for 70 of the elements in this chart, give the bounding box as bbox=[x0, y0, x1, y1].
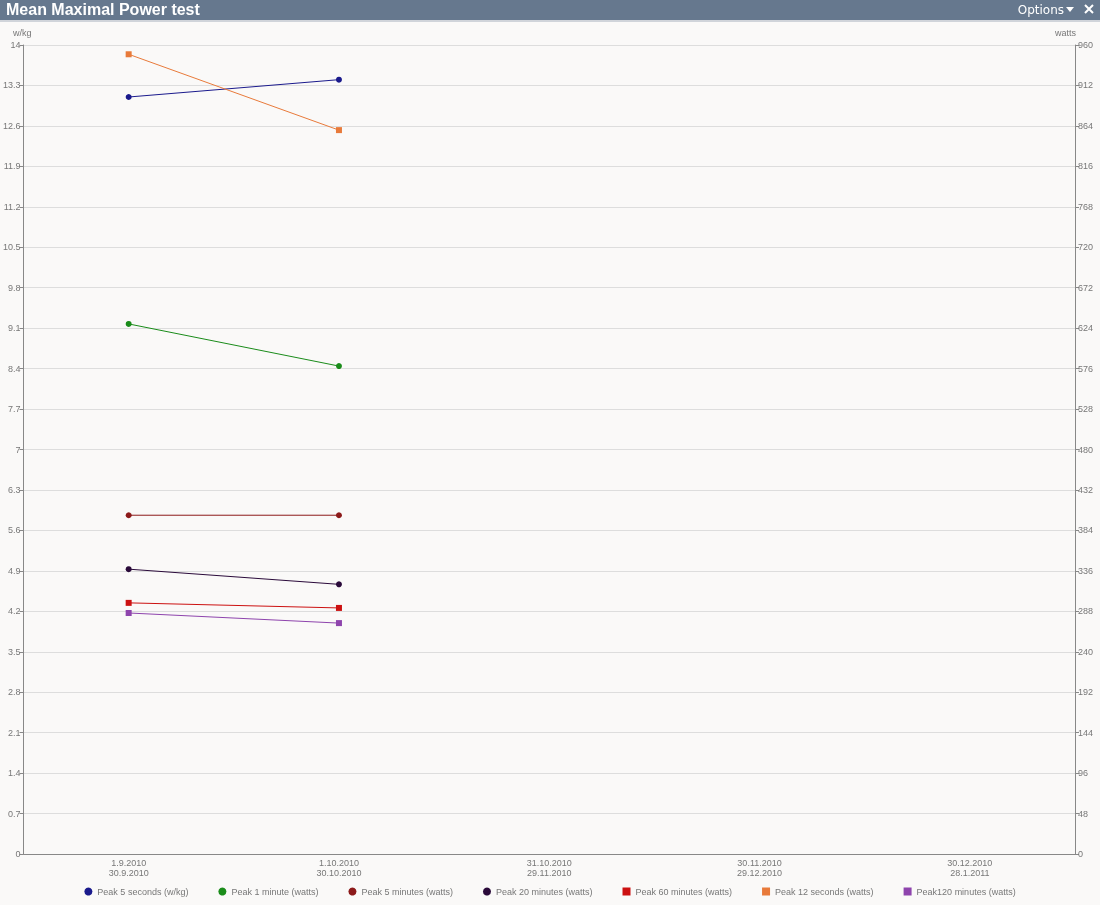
point bbox=[335, 512, 342, 519]
x-tick-label: 30.12.2010 28.1.2011 bbox=[947, 858, 993, 878]
y2-tick-label: 336 bbox=[1078, 565, 1094, 576]
y-tick-label: 1.4 bbox=[8, 768, 21, 779]
text: Options bbox=[1017, 2, 1064, 19]
y2-tick-label: 768 bbox=[1078, 201, 1094, 212]
y2-tick-label: 144 bbox=[1078, 727, 1094, 738]
y-tick-label: 7 bbox=[15, 444, 21, 455]
y-tick-label: 4.2 bbox=[8, 606, 21, 617]
y-tick-label: 11.2 bbox=[3, 201, 21, 212]
y2-axis-title: watts bbox=[1054, 27, 1077, 38]
point bbox=[125, 51, 132, 58]
y-tick-label: 2.8 bbox=[8, 687, 21, 698]
legend-label: Peak 5 seconds (w/kg) bbox=[97, 886, 189, 897]
y-tick-label: 12.6 bbox=[2, 120, 21, 131]
point bbox=[125, 512, 132, 519]
y-axis-title: w/kg bbox=[12, 27, 32, 38]
point bbox=[125, 566, 132, 573]
y2-tick-label: 960 bbox=[1078, 40, 1094, 50]
y-tick-label: 2.1 bbox=[8, 727, 21, 738]
y2-tick-label: 48 bbox=[1078, 808, 1089, 819]
y-tick-label: 9.8 bbox=[8, 282, 21, 293]
y2-tick-label: 288 bbox=[1078, 606, 1094, 617]
y2-tick-label: 672 bbox=[1078, 282, 1094, 293]
y2-tick-label: 240 bbox=[1078, 646, 1094, 657]
y-tick-label: 14 bbox=[10, 40, 21, 50]
y-tick-label: 11.9 bbox=[3, 161, 21, 172]
y2-tick-label: 432 bbox=[1078, 484, 1094, 495]
point bbox=[335, 604, 342, 611]
y-tick-label: 5.6 bbox=[8, 525, 21, 536]
y2-tick-label: 384 bbox=[1078, 525, 1094, 536]
y2-tick-label: 192 bbox=[1078, 687, 1094, 698]
y-tick-label: 3.5 bbox=[8, 646, 21, 657]
point bbox=[335, 620, 342, 627]
y2-tick-label: 816 bbox=[1078, 161, 1094, 172]
x-tick-label: 1.10.2010 30.10.2010 bbox=[316, 858, 362, 878]
point bbox=[125, 599, 132, 606]
y-tick-label: 6.3 bbox=[8, 484, 21, 495]
legend-label: Peak120 minutes (watts) bbox=[916, 886, 1016, 897]
chart-title: Mean Maximal Power test bbox=[6, 0, 200, 20]
y-tick-label: 9.1 bbox=[8, 323, 21, 334]
y2-tick-label: 720 bbox=[1078, 242, 1094, 253]
y-tick-label: 13.3 bbox=[2, 80, 21, 91]
y-tick-label: 7.7 bbox=[8, 404, 21, 415]
y2-tick-label: 576 bbox=[1078, 363, 1094, 374]
y2-tick-label: 912 bbox=[1078, 80, 1094, 91]
y-tick-label: 0 bbox=[15, 849, 21, 859]
point bbox=[335, 581, 342, 588]
y-tick-label: 10.5 bbox=[2, 242, 21, 253]
y-tick-label: 0.7 bbox=[8, 808, 21, 819]
y2-tick-label: 96 bbox=[1078, 768, 1089, 779]
point bbox=[335, 363, 342, 370]
legend-label: Peak 5 minutes (watts) bbox=[361, 886, 453, 897]
legend-label: Peak 12 seconds (watts) bbox=[775, 886, 874, 897]
point bbox=[335, 127, 342, 134]
y2-tick-label: 864 bbox=[1078, 120, 1094, 131]
legend-label: Peak 1 minute (watts) bbox=[231, 886, 319, 897]
y2-tick-label: 0 bbox=[1078, 849, 1084, 859]
point bbox=[125, 609, 132, 616]
x-tick-label: 31.10.2010 29.11.2010 bbox=[526, 858, 572, 878]
y2-tick-label: 528 bbox=[1078, 404, 1094, 415]
y-tick-label: 8.4 bbox=[8, 363, 21, 374]
x-tick-label: 30.11.2010 29.12.2010 bbox=[737, 858, 783, 878]
y2-tick-label: 624 bbox=[1078, 323, 1094, 334]
y-tick-label: 4.9 bbox=[8, 565, 21, 576]
y2-tick-label: 480 bbox=[1078, 444, 1094, 455]
legend-label: Peak 20 minutes (watts) bbox=[495, 886, 593, 897]
x-tick-label: 1.9.2010 30.9.2010 bbox=[108, 858, 149, 878]
legend-label: Peak 60 minutes (watts) bbox=[635, 886, 733, 897]
point bbox=[125, 320, 132, 327]
